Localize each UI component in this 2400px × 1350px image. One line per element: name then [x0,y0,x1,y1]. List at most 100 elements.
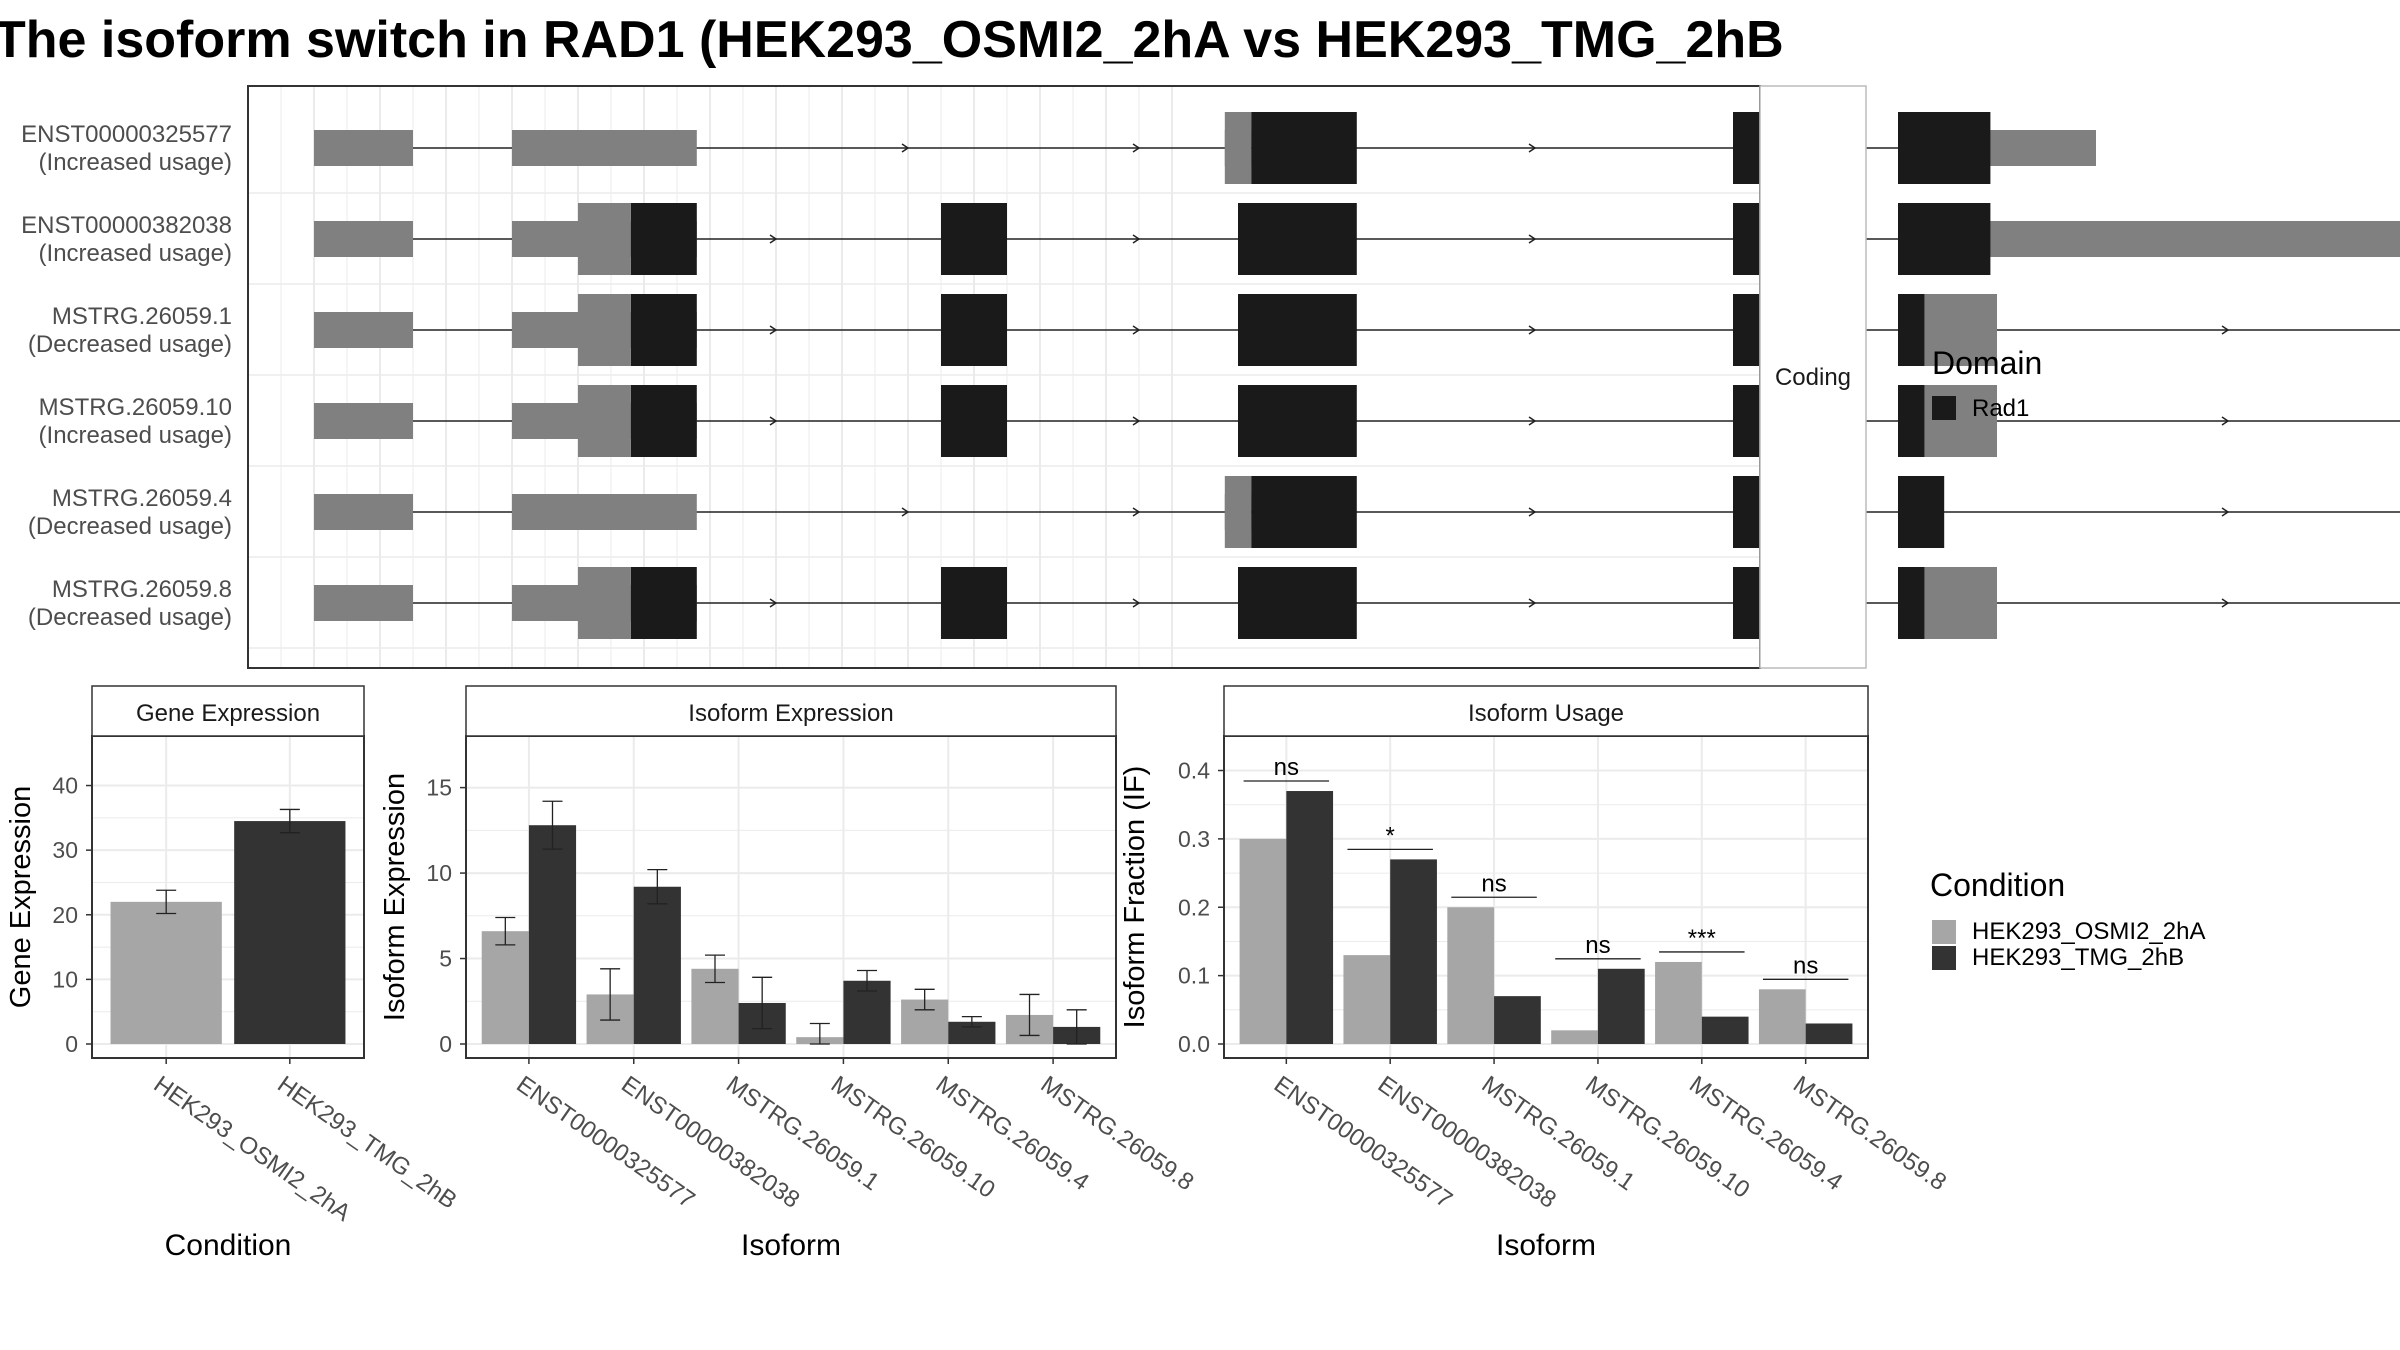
transcript-usage-label: (Decreased usage) [28,604,232,631]
intron-direction-arrow [901,143,910,153]
domain-exon-rad1 [630,567,697,639]
transcript-usage-label: (Decreased usage) [28,513,232,540]
transcript-id-label: MSTRG.26059.10 [39,394,232,421]
significance-label: ns [1793,952,1818,979]
x-axis-title: Condition [165,1229,292,1262]
intron-direction-arrow [901,507,910,517]
panel-title: Isoform Usage [1468,700,1624,727]
significance-label: ns [1585,932,1610,959]
transcript-structure-panel: ENST00000325577(Increased usage) ENST0000… [21,85,2400,669]
domain-exon-rad1 [630,203,697,275]
intron-direction-arrow [2221,325,2230,335]
x-axis-title: Isoform [741,1229,841,1262]
utr-exon [314,403,413,439]
bar-hek293-tmg-2hb [1597,968,1645,1044]
y-tick-label: 10 [426,860,452,886]
panel-title-strip [1223,685,1869,737]
y-axis-title: Gene Expression [5,786,37,1008]
transcript-id-label: MSTRG.26059.8 [52,576,232,603]
transcript-id-label: MSTRG.26059.1 [52,303,232,330]
bar-hek293-tmg-2hb [1286,791,1334,1044]
bar-hek293-osmi2-2ha [1447,907,1495,1044]
bar-hek293-osmi2-2ha [1551,1030,1598,1044]
domain-exon-rad1 [1238,385,1357,457]
utr-exon-large [1924,294,1997,366]
utr-exon [512,494,697,530]
domain-exon-rad1 [1898,203,1991,275]
intron-direction-arrow [1132,507,1141,517]
x-axis-title: Isoform [1496,1229,1596,1262]
domain-legend-swatch [1932,396,1956,420]
intron-direction-arrow [1528,325,1537,335]
domain-legend-title: Domain [1932,345,2042,381]
domain-exon-rad1 [1898,112,1991,184]
condition-legend-swatch [1932,920,1956,944]
utr-exon [314,130,413,166]
bar-hek293-osmi2-2ha [110,901,222,1044]
utr-exon [512,221,578,257]
transcript-usage-label: (Increased usage) [39,149,232,176]
bar-panels: 010203040HEK293_OSMI2_2hAHEK293_TMG_2hBG… [5,685,1951,1262]
intron-direction-arrow [769,598,778,608]
utr-exon [314,221,413,257]
bar-hek293-osmi2-2ha [1239,838,1287,1044]
intron-direction-arrow [1132,598,1141,608]
bar-hek293-tmg-2hb [1805,1023,1853,1044]
y-tick-label: 0.2 [1178,894,1210,920]
y-tick-label: 0 [65,1031,78,1057]
domain-exon-rad1 [1238,567,1357,639]
bar-hek293-osmi2-2ha [1343,955,1391,1044]
utr-exon [314,312,413,348]
utr-exon [512,130,697,166]
y-axis-title: Isoform Expression [379,773,411,1021]
intron-direction-arrow [1528,234,1537,244]
utr-exon [512,403,578,439]
facet-strip [1759,85,1867,669]
condition-legend-label: HEK293_TMG_2hB [1972,944,2184,971]
utr-exon-large [578,385,631,457]
figure-title: The isoform switch in RAD1 (HEK293_OSMI2… [0,11,1784,69]
y-tick-label: 40 [52,773,78,799]
transcript-usage-label: (Decreased usage) [28,331,232,358]
utr-exon-large [578,567,631,639]
bar-hek293-tmg-2hb [1494,996,1541,1044]
y-axis-title: Isoform Fraction (IF) [1119,766,1151,1029]
utr-exon-large [578,203,631,275]
transcript-id-label: ENST00000382038 [21,212,232,239]
domain-exon-rad1 [630,294,697,366]
intron-direction-arrow [769,416,778,426]
panel-title-strip [91,685,365,737]
utr-exon [512,585,578,621]
intron-direction-arrow [1528,143,1537,153]
domain-exon-rad1 [1238,203,1357,275]
bar-hek293-tmg-2hb [1701,1016,1749,1044]
domain-exon-rad1 [1238,294,1357,366]
condition-legend-swatch [1932,946,1956,970]
domain-exon-rad1 [1251,476,1357,548]
facet-strip-label: Coding [1775,364,1851,391]
panel-title-strip [465,685,1117,737]
utr-exon [512,312,578,348]
x-tick-label: ENST00000325577 [1269,1071,1457,1214]
bar-hek293-tmg-2hb [948,1021,996,1044]
significance-label: ns [1481,870,1506,897]
transcript-id-label: ENST00000325577 [21,121,232,148]
intron-direction-arrow [769,325,778,335]
condition-legend-title: Condition [1930,867,2065,903]
utr-exon [314,494,413,530]
y-tick-label: 0 [439,1031,452,1057]
intron-direction-arrow [2221,598,2230,608]
y-tick-label: 0.4 [1178,758,1210,784]
significance-label: ns [1274,754,1299,781]
bar-hek293-tmg-2hb [1390,859,1437,1044]
y-tick-label: 0.1 [1178,963,1210,989]
condition-legend-label: HEK293_OSMI2_2hA [1972,918,2205,945]
panel-title: Gene Expression [136,700,320,727]
x-tick-label: ENST00000325577 [511,1071,699,1214]
intron-direction-arrow [1132,234,1141,244]
domain-exon-rad1 [1251,112,1357,184]
y-tick-label: 30 [52,837,78,863]
utr-exon [1924,221,2400,257]
bar-hek293-osmi2-2ha [481,931,529,1044]
